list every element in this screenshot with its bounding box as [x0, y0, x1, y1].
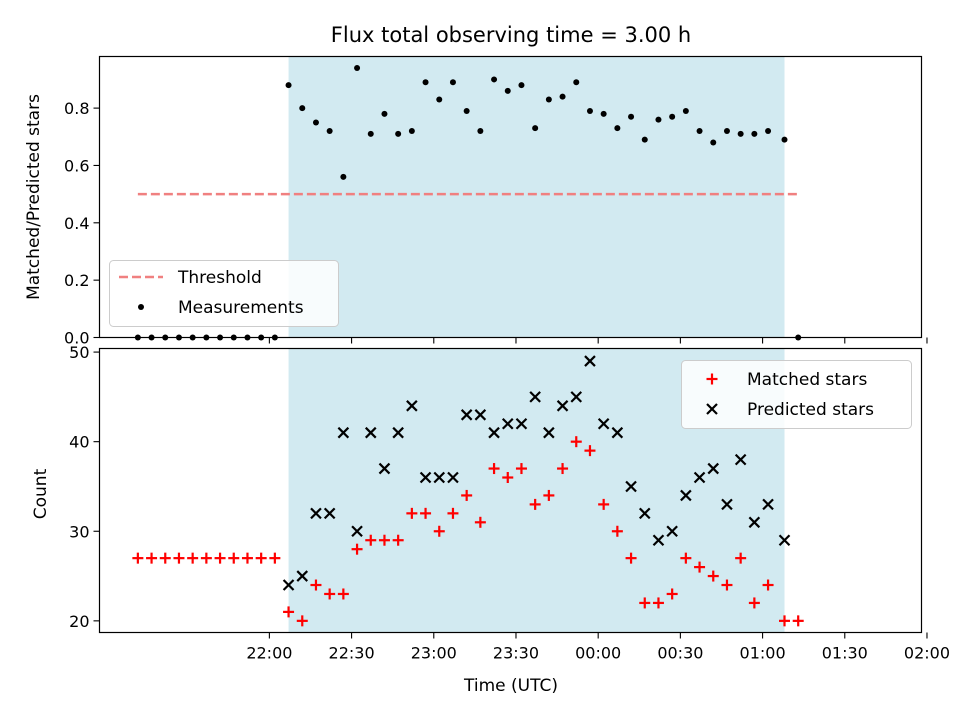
measurement-point: [669, 114, 675, 120]
measurement-point: [765, 128, 771, 134]
top-observing-span: [289, 57, 785, 338]
top-y-tick-label: 0.2: [64, 271, 89, 290]
measurement-point: [601, 111, 607, 117]
top-legend: Threshold Measurements: [110, 261, 339, 327]
measurement-point: [368, 131, 374, 137]
measurement-point: [546, 97, 552, 103]
measurement-point: [710, 140, 716, 146]
measurement-point: [628, 114, 634, 120]
bottom-legend: Matched stars Predicted stars: [682, 361, 912, 429]
bottom-x-tick-label: 22:00: [246, 644, 292, 663]
measurement-point: [738, 131, 744, 137]
bottom-x-tick-label: 00:00: [575, 644, 621, 663]
bottom-y-axis-label: Count: [31, 468, 51, 519]
bottom-y-tick-label: 40: [69, 433, 89, 452]
bottom-x-tick-label: 23:30: [493, 644, 539, 663]
measurement-point: [381, 111, 387, 117]
measurement-point: [423, 79, 429, 85]
bottom-x-tick-label: 00:30: [657, 644, 703, 663]
legend-measurements-swatch: [138, 304, 144, 310]
measurement-point: [751, 131, 757, 137]
bottom-y-tick-label: 30: [69, 522, 89, 541]
legend-measurements-label: Measurements: [178, 298, 304, 318]
measurement-point: [655, 117, 661, 123]
measurement-point: [340, 174, 346, 180]
legend-matched-label: Matched stars: [747, 370, 867, 390]
measurement-point: [683, 108, 689, 114]
measurement-point: [518, 82, 524, 88]
bottom-y-tick-label: 50: [69, 343, 89, 362]
measurement-point: [286, 82, 292, 88]
measurement-point: [477, 128, 483, 134]
measurement-point: [395, 131, 401, 137]
measurement-point: [532, 125, 538, 131]
figure: Flux total observing time = 3.00 h 0.00.…: [0, 0, 960, 720]
measurement-point: [614, 125, 620, 131]
measurement-point: [354, 65, 360, 71]
measurement-point: [642, 137, 648, 143]
bottom-panel: 20 30 40 50 22:00 22:30 23:00 23:30 00:00 00:30 0…: [31, 343, 950, 696]
legend-threshold-label: Threshold: [177, 268, 262, 288]
measurement-point: [299, 105, 305, 111]
measurement-point: [724, 128, 730, 134]
measurement-point: [464, 108, 470, 114]
measurement-point: [782, 137, 788, 143]
figure-title: Flux total observing time = 3.00 h: [331, 23, 691, 47]
top-panel: 0.00.20.40.60.8 Matched/Predicted stars …: [24, 57, 927, 348]
bottom-x-tick-label: 01:30: [822, 644, 868, 663]
legend-predicted-label: Predicted stars: [747, 400, 874, 420]
measurement-point: [573, 79, 579, 85]
measurement-point: [409, 128, 415, 134]
bottom-x-tick-label: 01:00: [740, 644, 786, 663]
measurement-point: [560, 94, 566, 100]
bottom-y-tick-label: 20: [69, 612, 89, 631]
bottom-x-tick-label: 22:30: [329, 644, 375, 663]
measurement-point: [491, 76, 497, 82]
measurement-point: [327, 128, 333, 134]
bottom-x-tick-label: 23:00: [411, 644, 457, 663]
measurement-point: [697, 128, 703, 134]
x-axis-label: Time (UTC): [463, 676, 558, 696]
top-y-axis-label: Matched/Predicted stars: [24, 94, 44, 300]
measurement-point: [505, 88, 511, 94]
bottom-x-tick-label: 02:00: [904, 644, 950, 663]
top-y-tick-label: 0.4: [64, 214, 89, 233]
measurement-point: [450, 79, 456, 85]
measurement-point: [436, 97, 442, 103]
top-y-tick-label: 0.8: [64, 99, 89, 118]
top-y-tick-label: 0.6: [64, 156, 89, 175]
measurement-point: [313, 119, 319, 125]
measurement-point: [587, 108, 593, 114]
